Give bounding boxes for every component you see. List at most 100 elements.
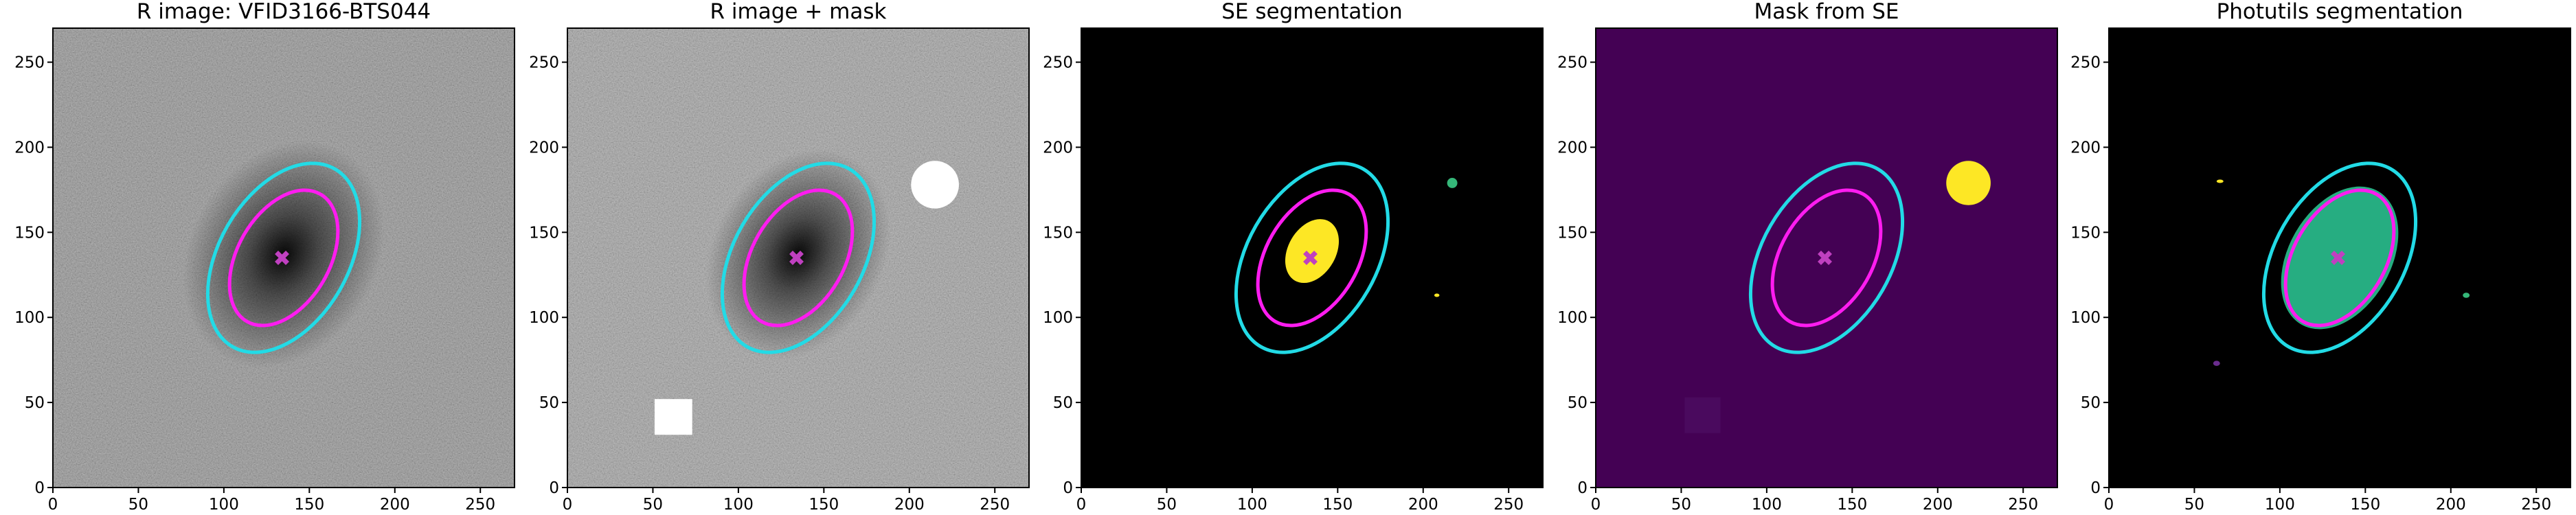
center-marker [1303,251,1318,265]
y-tick-label: 0 [549,479,559,497]
x-tick-label: 50 [128,496,148,514]
axes-frame [2108,27,2571,488]
y-tick-label: 250 [14,54,45,72]
y-tick-label: 150 [1043,224,1073,242]
image [2109,28,2571,488]
center-marker [2331,251,2345,265]
x-tick-label: 0 [563,496,573,514]
y-tick-label: 250 [2070,54,2101,72]
y-tick-label: 250 [529,54,559,72]
y-tick-label: 200 [1043,139,1073,157]
y-tick-label: 200 [14,139,45,157]
aperture-ellipse [2283,188,2396,328]
y-tick-label: 150 [1557,224,1588,242]
y-tick-label: 150 [529,224,559,242]
y-tick-label: 150 [14,224,45,242]
axes-frame [1081,27,1544,488]
x-tick-label: 100 [1752,496,1782,514]
y-tick-label: 200 [529,139,559,157]
x-tick-label: 250 [1493,496,1524,514]
y-tick-label: 100 [14,309,45,327]
region [1447,178,1458,188]
y-tick-label: 250 [1557,54,1588,72]
aperture-ellipse [1748,161,1905,354]
region [1684,397,1721,433]
panel-title: R image + mask [710,0,887,24]
y-tick-label: 0 [34,479,45,497]
region [1434,293,1440,297]
x-tick-label: 150 [294,496,324,514]
panel: SE segmentation 0 50 100 150 200 250 0 50 100 150 2… [1043,0,1544,514]
y-tick-label: 100 [1557,309,1588,327]
panel-title: R image: VFID3166-BTS044 [137,0,431,24]
x-tick-label: 50 [1157,496,1177,514]
y-tick-label: 0 [1577,479,1588,497]
x-tick-label: 200 [2436,496,2466,514]
y-tick-label: 250 [1043,54,1073,72]
y-tick-label: 200 [2070,139,2101,157]
x-tick-label: 250 [980,496,1010,514]
x-tick-label: 200 [894,496,925,514]
x-tick-label: 150 [2350,496,2380,514]
x-tick-label: 150 [1322,496,1353,514]
aperture-ellipse [1234,161,1390,354]
image [1596,28,2057,488]
panel-title: Mask from SE [1754,0,1899,24]
y-tick-label: 150 [2070,224,2101,242]
region [1285,219,1340,284]
x-tick-label: 100 [723,496,754,514]
image [567,28,1029,488]
region [2463,293,2470,298]
panel: R image + mask 0 50 100 150 200 250 0 50 100 150 20… [529,0,1030,514]
y-tick-label: 50 [1053,394,1073,412]
image [53,28,515,488]
panel: Photutils segmentation 0 50 100 150 200 250 0 50… [2070,0,2571,514]
panel: R image: VFID3166-BTS044 0 50 100 150 200 250 0… [14,0,515,514]
aperture-ellipse [2261,161,2418,354]
x-tick-label: 0 [1076,496,1087,514]
y-tick-label: 50 [2081,394,2101,412]
axes-frame [52,27,515,488]
axes-frame [567,27,1030,488]
x-tick-label: 200 [1923,496,1953,514]
x-tick-label: 250 [2521,496,2551,514]
y-tick-label: 0 [1063,479,1073,497]
x-tick-label: 150 [809,496,839,514]
panel: Mask from SE 0 50 100 150 200 250 0 50 100 150 200 2… [1557,0,2058,514]
x-tick-label: 100 [209,496,239,514]
x-tick-label: 200 [1408,496,1438,514]
x-tick-label: 250 [465,496,495,514]
region [654,399,692,435]
x-tick-label: 150 [1837,496,1867,514]
y-tick-label: 50 [1568,394,1588,412]
x-tick-label: 50 [1671,496,1691,514]
y-tick-label: 100 [529,309,559,327]
x-tick-label: 50 [643,496,663,514]
region [2213,360,2220,366]
y-tick-label: 100 [1043,309,1073,327]
y-tick-label: 100 [2070,309,2101,327]
x-tick-label: 200 [380,496,410,514]
y-tick-label: 0 [2090,479,2101,497]
x-tick-label: 250 [2008,496,2038,514]
aperture-ellipse [720,161,877,354]
aperture-ellipse [205,161,362,354]
center-marker [275,251,289,265]
y-tick-label: 50 [539,394,559,412]
x-tick-label: 0 [2104,496,2114,514]
x-tick-label: 0 [48,496,58,514]
y-tick-label: 50 [25,394,45,412]
region [2216,179,2224,183]
axes-frame [1595,27,2058,488]
image [1081,28,1543,488]
region [1946,161,1991,205]
x-tick-label: 100 [2265,496,2295,514]
center-marker [1818,251,1832,265]
y-tick-label: 200 [1557,139,1588,157]
x-tick-label: 50 [2184,496,2204,514]
x-tick-label: 0 [1591,496,1601,514]
center-marker [789,251,804,265]
region [911,161,959,209]
panel-title: Photutils segmentation [2217,0,2463,24]
